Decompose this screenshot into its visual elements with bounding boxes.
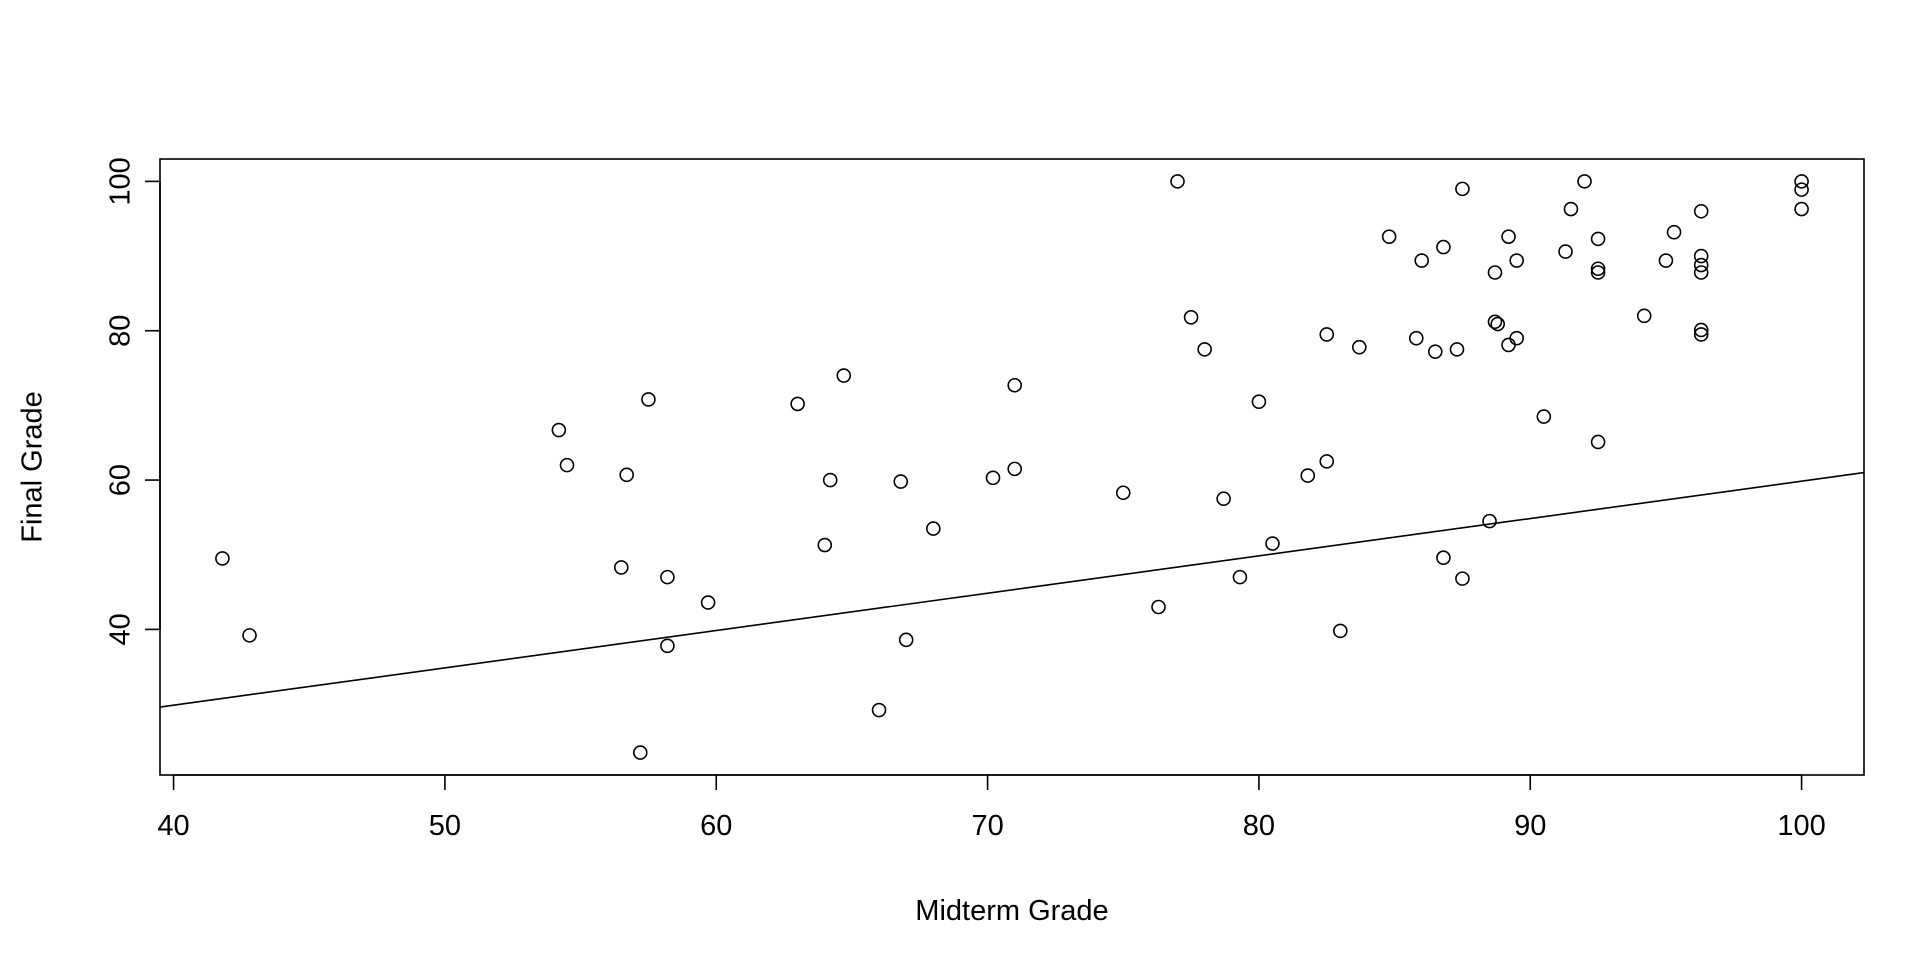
data-point (1794, 182, 1809, 197)
data-point (1151, 599, 1166, 615)
data-point (1666, 224, 1682, 240)
data-point (1590, 261, 1606, 277)
data-point (1501, 229, 1516, 244)
data-point (551, 422, 567, 438)
x-tick-label: 100 (1777, 810, 1825, 842)
y-tick-label: 100 (105, 157, 137, 205)
data-point (1509, 253, 1524, 268)
data-point (1455, 181, 1470, 197)
data-point (1490, 316, 1505, 332)
data-point (700, 595, 716, 610)
data-point (1007, 377, 1023, 393)
data-point (817, 537, 833, 553)
regression-line-layer (159, 471, 1865, 708)
data-point (822, 472, 838, 488)
data-point (1007, 461, 1023, 477)
x-tick-label: 60 (700, 810, 732, 842)
data-point (1794, 174, 1809, 189)
data-point (1693, 248, 1709, 264)
data-point (1590, 434, 1606, 450)
regression-line (159, 471, 1865, 708)
data-point (559, 457, 575, 473)
data-point (926, 521, 941, 536)
data-point (1590, 231, 1606, 247)
data-point (1300, 468, 1316, 483)
data-point (871, 702, 887, 718)
data-point (1319, 454, 1335, 469)
data-point (1197, 342, 1212, 357)
y-axis-label: Final Grade (17, 391, 49, 543)
data-point (1636, 308, 1652, 324)
data-point (1436, 550, 1451, 566)
x-tick-label: 40 (157, 810, 189, 842)
data-point (1427, 344, 1443, 359)
data-point (1693, 327, 1709, 342)
data-point (1577, 174, 1592, 189)
y-tick-label: 80 (105, 315, 137, 347)
data-point (215, 551, 230, 566)
x-tick-label: 50 (429, 810, 461, 842)
x-tick-label: 70 (971, 810, 1003, 842)
data-point (790, 396, 805, 412)
data-point (1170, 174, 1185, 189)
data-point (1693, 265, 1709, 280)
data-point (836, 368, 852, 383)
data-point (1352, 339, 1367, 355)
data-point (1251, 394, 1267, 409)
data-point (660, 638, 675, 654)
data-point (1482, 513, 1497, 529)
x-tick-label: 80 (1243, 810, 1275, 842)
data-point (242, 628, 257, 643)
data-point (1381, 229, 1397, 244)
data-point (1449, 342, 1465, 357)
data-point (632, 745, 648, 760)
data-point (1693, 257, 1709, 273)
x-axis: 40 50 60 70 80 90 100 (157, 774, 1826, 842)
data-point (660, 569, 675, 585)
data-point (1536, 409, 1552, 424)
data-point (1115, 485, 1131, 501)
data-point (1183, 309, 1199, 325)
data-point (619, 467, 635, 483)
y-tick-label: 40 (105, 613, 137, 645)
data-point (1693, 322, 1709, 338)
x-axis-label: Midterm Grade (915, 895, 1108, 927)
y-tick-label: 60 (105, 464, 137, 496)
data-point (1563, 201, 1579, 217)
data-point (1216, 491, 1231, 507)
data-point (613, 560, 629, 575)
data-point (1333, 623, 1348, 639)
data-point (1408, 330, 1424, 346)
data-point (1232, 569, 1248, 585)
data-point (1693, 203, 1709, 219)
data-point (1794, 201, 1809, 217)
data-point (1658, 253, 1674, 268)
data-point (641, 392, 656, 407)
data-point (1590, 265, 1606, 280)
data-point (1487, 265, 1503, 280)
x-tick-label: 90 (1514, 810, 1546, 842)
data-point (1487, 314, 1503, 330)
data-point (1414, 253, 1430, 268)
data-point (1558, 244, 1573, 259)
data-point (1509, 330, 1524, 346)
data-point (893, 474, 909, 489)
data-point (985, 470, 1001, 486)
data-point (1436, 239, 1451, 255)
data-point (1455, 571, 1470, 586)
points-layer (215, 174, 1809, 760)
data-point (1319, 327, 1335, 342)
data-point (898, 632, 914, 648)
y-axis: 40 60 80 100 (105, 157, 161, 646)
data-point (1265, 536, 1280, 551)
